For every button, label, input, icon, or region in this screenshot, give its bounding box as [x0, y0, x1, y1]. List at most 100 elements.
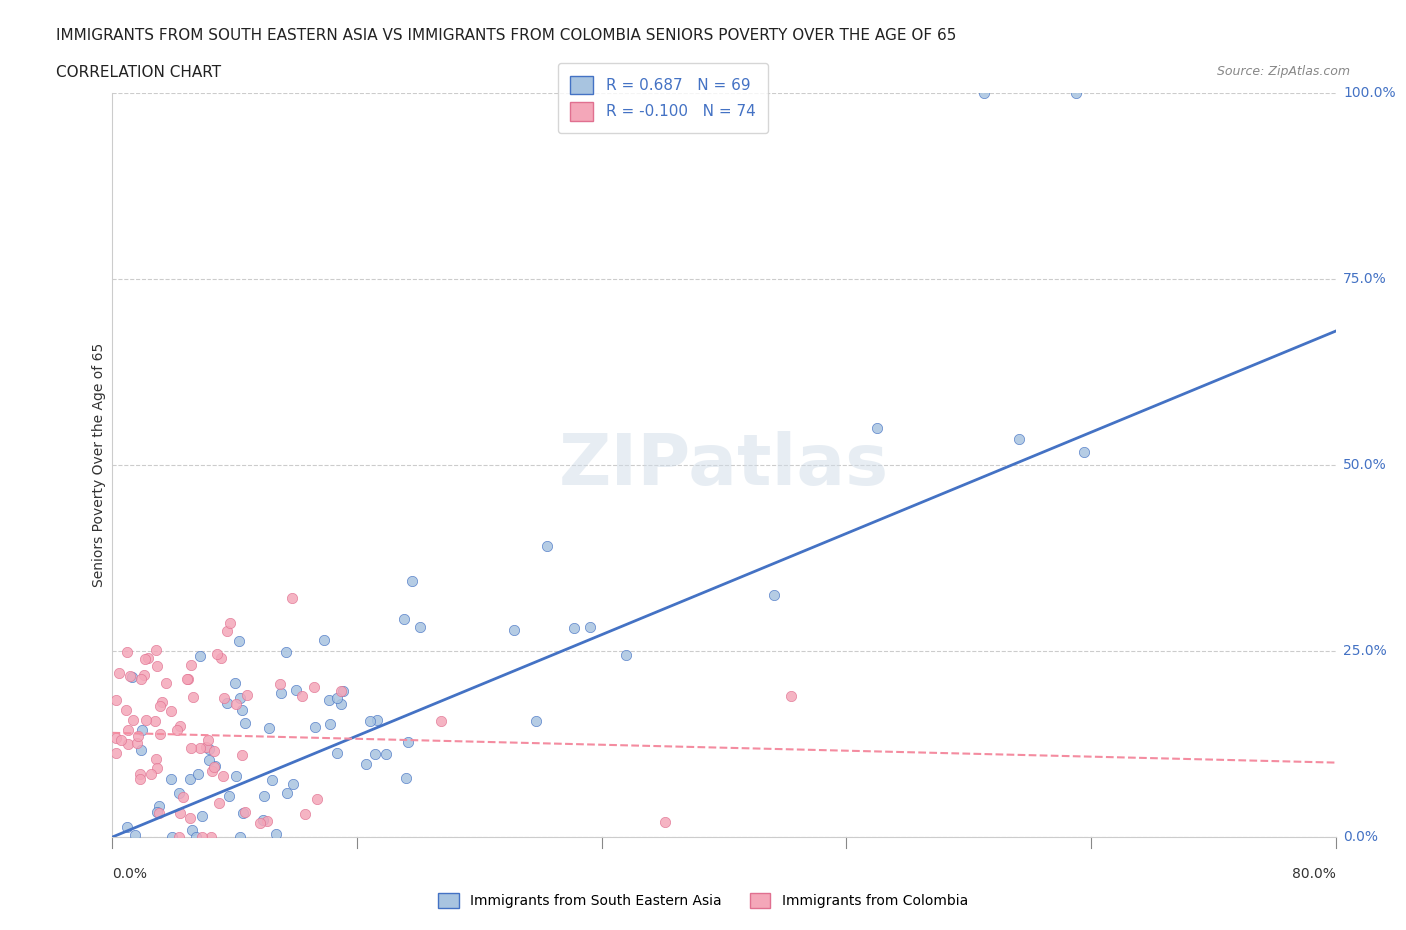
Point: [229, 691, 252, 706]
Point: [197, 752, 219, 767]
Point: [763, 588, 786, 603]
Point: [270, 685, 292, 700]
Point: [167, 785, 190, 800]
Y-axis label: Seniors Poverty Over the Age of 65: Seniors Poverty Over the Age of 65: [91, 343, 105, 587]
Point: [319, 717, 342, 732]
Point: [191, 809, 214, 824]
Point: [215, 696, 238, 711]
Point: [167, 830, 190, 844]
Point: [181, 690, 204, 705]
Point: [281, 591, 304, 605]
Point: [330, 697, 353, 711]
Point: [160, 830, 183, 844]
Point: [117, 737, 139, 751]
Point: [304, 680, 326, 695]
Point: [145, 643, 167, 658]
Point: [231, 748, 253, 763]
Point: [218, 789, 240, 804]
Point: [121, 712, 143, 727]
Point: [124, 828, 146, 843]
Text: 50.0%: 50.0%: [1343, 458, 1388, 472]
Point: [224, 675, 246, 690]
Point: [115, 819, 138, 834]
Point: [1073, 445, 1095, 460]
Text: 25.0%: 25.0%: [1343, 644, 1388, 658]
Point: [117, 723, 139, 737]
Point: [233, 804, 256, 819]
Point: [233, 715, 256, 730]
Point: [256, 814, 278, 829]
Point: [253, 788, 276, 803]
Point: [179, 810, 201, 825]
Point: [562, 620, 585, 635]
Point: [145, 804, 167, 819]
Point: [104, 693, 127, 708]
Point: [212, 691, 235, 706]
Point: [107, 665, 129, 680]
Point: [134, 668, 156, 683]
Point: [364, 747, 387, 762]
Text: IMMIGRANTS FROM SOUTH EASTERN ASIA VS IMMIGRANTS FROM COLOMBIA SENIORS POVERTY O: IMMIGRANTS FROM SOUTH EASTERN ASIA VS IM…: [56, 28, 956, 43]
Point: [257, 720, 280, 735]
Point: [266, 827, 288, 842]
Point: [430, 714, 453, 729]
Point: [285, 683, 308, 698]
Point: [614, 648, 637, 663]
Text: 100.0%: 100.0%: [1343, 86, 1396, 100]
Point: [202, 743, 225, 758]
Text: 0.0%: 0.0%: [1343, 830, 1378, 844]
Point: [779, 689, 801, 704]
Point: [276, 785, 298, 800]
Point: [105, 746, 128, 761]
Point: [1064, 86, 1087, 100]
Point: [503, 622, 526, 637]
Point: [148, 799, 170, 814]
Point: [359, 714, 381, 729]
Point: [314, 632, 336, 647]
Point: [110, 732, 132, 747]
Point: [150, 695, 173, 710]
Point: [184, 830, 207, 844]
Point: [366, 712, 388, 727]
Point: [169, 805, 191, 820]
Legend: Immigrants from South Eastern Asia, Immigrants from Colombia: Immigrants from South Eastern Asia, Immi…: [433, 888, 973, 914]
Point: [105, 730, 128, 745]
Point: [866, 420, 889, 435]
Point: [252, 813, 274, 828]
Point: [198, 741, 221, 756]
Point: [159, 703, 181, 718]
Point: [1008, 432, 1031, 446]
Text: 80.0%: 80.0%: [1292, 867, 1336, 881]
Point: [281, 777, 304, 791]
Point: [191, 830, 214, 844]
Text: CORRELATION CHART: CORRELATION CHART: [56, 65, 221, 80]
Point: [127, 728, 149, 743]
Point: [177, 671, 200, 686]
Point: [326, 746, 349, 761]
Point: [118, 669, 141, 684]
Point: [134, 652, 156, 667]
Point: [229, 830, 252, 844]
Point: [318, 693, 340, 708]
Point: [228, 634, 250, 649]
Point: [392, 612, 415, 627]
Point: [262, 772, 284, 787]
Point: [396, 735, 419, 750]
Point: [136, 651, 159, 666]
Point: [141, 766, 163, 781]
Point: [269, 677, 291, 692]
Point: [356, 756, 378, 771]
Point: [129, 771, 152, 786]
Point: [304, 720, 326, 735]
Point: [134, 712, 156, 727]
Point: [148, 806, 170, 821]
Point: [217, 624, 239, 639]
Point: [209, 651, 232, 666]
Legend: R = 0.687   N = 69, R = -0.100   N = 74: R = 0.687 N = 69, R = -0.100 N = 74: [558, 63, 768, 133]
Point: [172, 790, 194, 804]
Point: [236, 687, 259, 702]
Point: [408, 620, 430, 635]
Point: [326, 691, 349, 706]
Text: 0.0%: 0.0%: [112, 867, 148, 881]
Point: [291, 689, 314, 704]
